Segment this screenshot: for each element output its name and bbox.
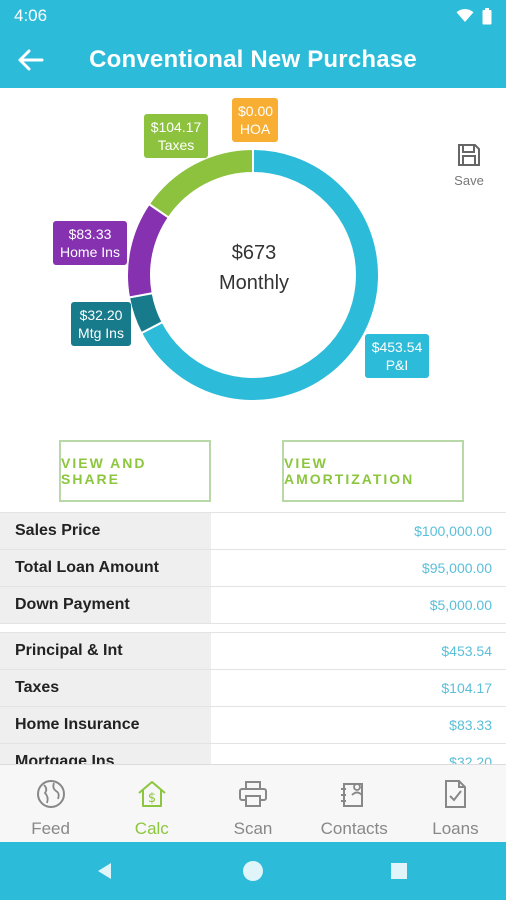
callout-mtg-ins-value: $32.20 [79,307,123,323]
back-button[interactable] [14,44,48,76]
row-value: $5,000.00 [211,587,506,623]
table-row: Home Insurance $83.33 [0,707,506,744]
donut-slice-p-i [139,147,380,402]
svg-text:$: $ [148,791,156,806]
system-recents-button[interactable] [384,856,414,886]
view-amortization-button[interactable]: VIEW AMORTIZATION [282,440,464,502]
payment-chart: $673 Monthly $0.00 HOA $104.17 Taxes $83… [0,88,506,428]
row-label: Total Loan Amount [0,550,211,586]
row-value: $83.33 [211,707,506,743]
table-row: Sales Price $100,000.00 [0,513,506,550]
row-value: $104.17 [211,670,506,706]
donut-slice-taxes [147,147,254,219]
row-value: $100,000.00 [211,513,506,549]
bottom-nav: Feed $ Calc Scan Contacts Loans [0,764,506,842]
callout-pi-label: P&I [385,357,409,373]
callout-pi-value: $453.54 [371,339,423,355]
app-bar: Conventional New Purchase [0,32,506,88]
callout-taxes: $104.17 Taxes [144,114,208,158]
callout-mtg-ins-label: Mtg Ins [78,325,124,341]
system-home-button[interactable] [238,856,268,886]
payment-breakdown-scroll[interactable]: Principal & Int $453.54 Taxes $104.17 Ho… [0,632,506,764]
status-bar: 4:06 [0,0,506,32]
row-value: $95,000.00 [211,550,506,586]
callout-mtg-ins: $32.20 Mtg Ins [71,302,131,346]
table-row: Taxes $104.17 [0,670,506,707]
donut-chart [126,147,380,402]
row-value: $32.20 [211,744,506,764]
page-title: Conventional New Purchase [89,46,417,73]
row-label: Mortgage Ins [0,744,211,764]
document-check-icon [438,777,472,811]
payment-breakdown-table: Principal & Int $453.54 Taxes $104.17 Ho… [0,632,506,764]
battery-icon [482,7,492,24]
nav-item-feed[interactable]: Feed [0,765,101,842]
table-row: Total Loan Amount $95,000.00 [0,550,506,587]
callout-pi: $453.54 P&I [365,334,429,378]
wifi-icon [456,9,474,22]
row-label: Home Insurance [0,707,211,743]
callout-hoa-value: $0.00 [238,103,274,119]
nav-label-contacts: Contacts [320,819,388,838]
system-back-button[interactable] [90,856,120,886]
callout-hoa-label: HOA [239,121,271,137]
contacts-icon [337,777,371,811]
triangle-back-icon [98,863,111,879]
nav-label-scan: Scan [233,819,273,838]
callout-home-ins-label: Home Ins [60,244,120,260]
save-icon [458,144,480,166]
nav-item-loans[interactable]: Loans [405,765,506,842]
callout-home-ins-value: $83.33 [68,226,112,242]
row-value: $453.54 [211,633,506,669]
table-row: Principal & Int $453.54 [0,633,506,670]
loan-summary-table: Sales Price $100,000.00 Total Loan Amoun… [0,512,506,624]
nav-label-feed: Feed [31,819,70,838]
nav-label-calc: Calc [134,819,169,838]
system-nav-bar [0,842,506,900]
status-icons [456,7,492,25]
callout-home-ins: $83.33 Home Ins [53,221,127,265]
nav-item-calc[interactable]: $ Calc [101,765,202,842]
callout-taxes-label: Taxes [157,137,195,153]
table-row: Mortgage Ins $32.20 [0,744,506,764]
table-row: Down Payment $5,000.00 [0,587,506,624]
nav-item-contacts[interactable]: Contacts [304,765,405,842]
row-label: Sales Price [0,513,211,549]
globe-icon [34,777,68,811]
row-label: Down Payment [0,587,211,623]
status-time: 4:06 [14,6,48,25]
save-button[interactable]: Save [446,142,492,188]
nav-item-scan[interactable]: Scan [202,765,303,842]
view-and-share-button[interactable]: VIEW AND SHARE [59,440,211,502]
row-label: Principal & Int [0,633,211,669]
circle-home-icon [243,861,263,881]
square-recents-icon [391,863,407,879]
arrow-left-icon [18,49,44,71]
printer-icon [236,777,270,811]
chart-center-amount: $673 [231,242,277,264]
save-label: Save [454,173,484,188]
callout-hoa: $0.00 HOA [232,98,278,142]
chart-center-label: Monthly [218,272,290,294]
nav-label-loans: Loans [432,819,479,838]
callout-taxes-value: $104.17 [150,119,202,135]
row-label: Taxes [0,670,211,706]
house-dollar-icon: $ [135,777,169,811]
